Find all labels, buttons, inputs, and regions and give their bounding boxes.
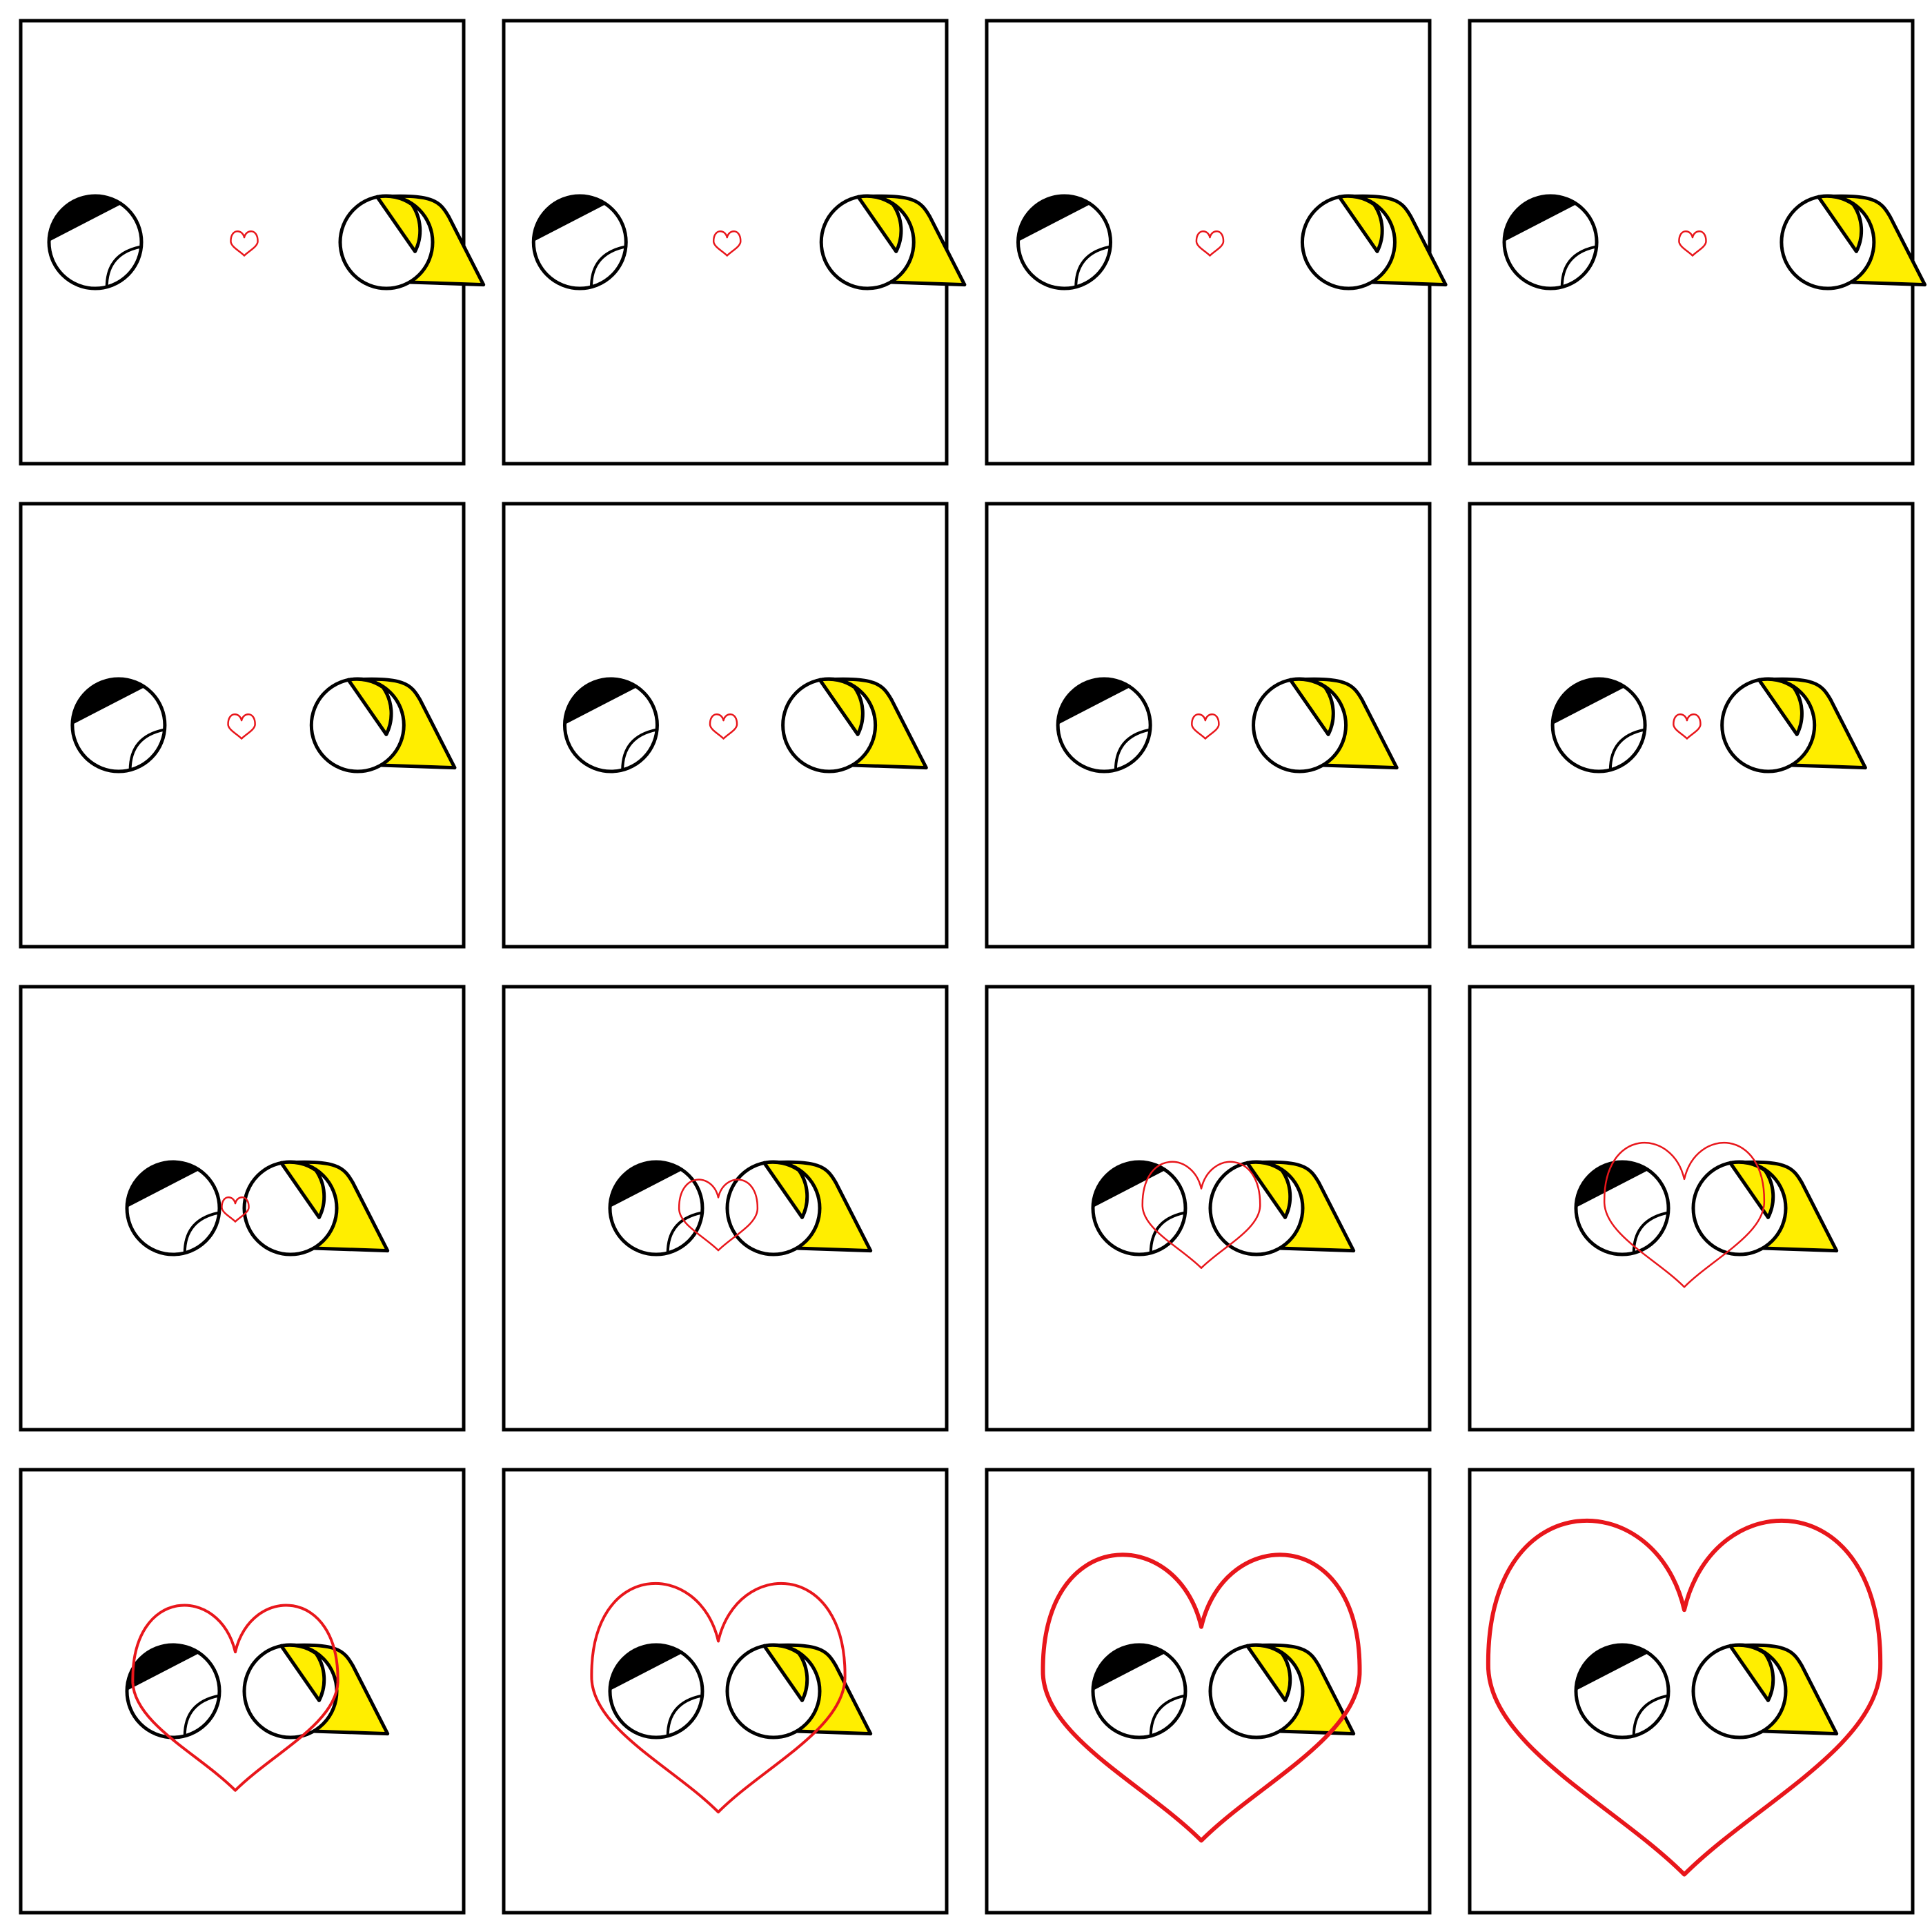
frame-border	[19, 1468, 466, 1915]
blonde-fringe	[1245, 1160, 1292, 1219]
blonde-fringe	[279, 1643, 326, 1702]
left-character-ear	[128, 728, 164, 771]
blonde-fringe	[1728, 1160, 1775, 1219]
left-character-ear	[666, 1694, 702, 1737]
left-character-head	[1574, 1643, 1670, 1739]
heart-icon	[1603, 1141, 1766, 1288]
storyboard-frame	[502, 1468, 949, 1915]
storyboard-frame	[985, 985, 1432, 1432]
storyboard-frame	[502, 985, 949, 1432]
left-character-ear	[621, 728, 657, 771]
storyboard-frame	[985, 1468, 1432, 1915]
left-character-head	[531, 194, 628, 290]
blonde-fringe	[818, 677, 865, 736]
frame-border	[502, 1468, 949, 1915]
left-character-ear	[105, 245, 141, 288]
blonde-fringe	[346, 677, 393, 736]
blonde-fringe	[762, 1643, 809, 1702]
heart-icon	[131, 1604, 339, 1792]
left-character-ear	[1608, 728, 1645, 771]
heart-icon	[230, 230, 259, 257]
left-character-head	[608, 1160, 704, 1256]
blonde-fringe	[1288, 677, 1335, 736]
heart-icon	[1041, 1552, 1362, 1843]
left-character-ear	[590, 245, 626, 288]
left-character-ear	[1149, 1211, 1185, 1254]
blonde-fringe	[1757, 677, 1804, 736]
frame-border	[1468, 985, 1915, 1432]
left-character-ear	[1074, 245, 1110, 288]
left-character-ear	[1560, 245, 1597, 288]
blonde-fringe	[1816, 194, 1864, 253]
frame-border	[1468, 502, 1915, 949]
left-character-ear	[1632, 1694, 1668, 1737]
storyboard-frame	[985, 19, 1448, 466]
frame-border	[19, 985, 466, 1432]
storyboard-frame	[985, 502, 1432, 949]
blonde-fringe	[279, 1160, 326, 1219]
left-character-head	[562, 677, 659, 773]
left-character-head	[1091, 1643, 1187, 1739]
heart-icon	[712, 230, 742, 257]
blonde-fringe	[856, 194, 903, 253]
left-character-ear	[183, 1694, 219, 1737]
frame-border	[985, 1468, 1432, 1915]
left-character-head	[1574, 1160, 1670, 1256]
left-character-ear	[183, 1211, 219, 1254]
storyboard-frame	[502, 19, 967, 466]
storyboard-frame	[19, 502, 466, 949]
blonde-fringe	[1728, 1643, 1775, 1702]
left-character-head	[1016, 194, 1113, 290]
left-character-ear	[666, 1211, 702, 1254]
left-character-head	[125, 1643, 221, 1739]
heart-icon	[590, 1581, 847, 1814]
blonde-fringe	[375, 194, 422, 253]
heart-icon	[678, 1179, 759, 1252]
storyboard-frame	[1468, 1468, 1915, 1915]
left-character-ear	[1114, 728, 1150, 771]
left-character-head	[608, 1643, 704, 1739]
left-character-head	[1550, 677, 1647, 773]
storyboard-frame	[1468, 985, 1915, 1432]
storyboard-frame	[1468, 502, 1915, 949]
left-character-head	[1056, 677, 1152, 773]
blonde-fringe	[1337, 194, 1384, 253]
frame-border	[985, 985, 1432, 1432]
heart-icon	[227, 713, 256, 740]
frame-border	[502, 985, 949, 1432]
storyboard-frame	[1468, 19, 1927, 466]
blonde-fringe	[762, 1160, 809, 1219]
heart-icon	[1678, 230, 1707, 257]
heart-icon	[1191, 713, 1220, 740]
left-character-head	[1091, 1160, 1187, 1256]
left-character-head	[1502, 194, 1599, 290]
heart-icon	[1673, 713, 1702, 740]
storyboard-frame	[19, 19, 486, 466]
heart-icon	[1195, 230, 1225, 257]
storyboard-frame	[502, 502, 949, 949]
heart-icon	[1486, 1518, 1883, 1877]
heart-icon	[709, 713, 738, 740]
heart-icon	[1141, 1161, 1261, 1269]
storyboard-frame	[19, 1468, 466, 1915]
left-character-head	[47, 194, 144, 290]
left-character-ear	[1149, 1694, 1185, 1737]
left-character-head	[125, 1160, 221, 1256]
blonde-fringe	[1245, 1643, 1292, 1702]
left-character-head	[70, 677, 167, 773]
heart-icon	[221, 1196, 250, 1223]
storyboard-frame	[19, 985, 466, 1432]
